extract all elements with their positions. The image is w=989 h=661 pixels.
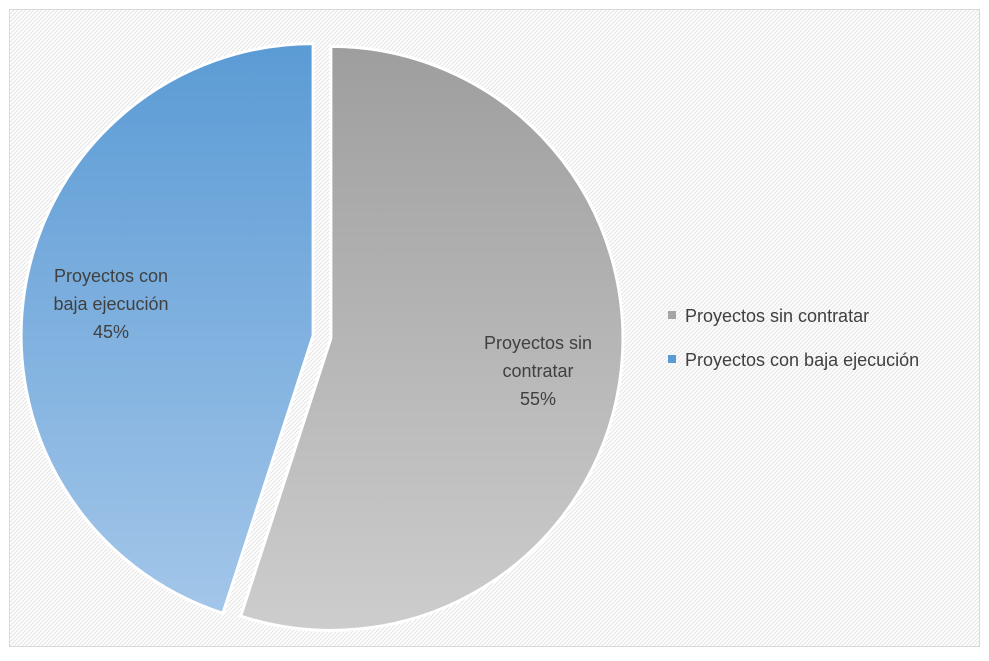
legend-item-0: Proyectos sin contratar xyxy=(668,306,869,326)
slice-label-line: Proyectos sin xyxy=(484,333,592,353)
slice-label-0: Proyectos sin contratar 55% xyxy=(484,333,592,409)
legend-label-1: Proyectos con baja ejecución xyxy=(685,350,919,370)
slice-label-line: contratar xyxy=(502,361,573,381)
slice-label-line: 55% xyxy=(520,389,556,409)
legend: Proyectos sin contratar Proyectos con baj… xyxy=(668,306,919,370)
pie-slices xyxy=(19,42,625,632)
slice-labels: Proyectos sin contratar 55% Proyectos con ba… xyxy=(53,266,592,409)
pie-slice-0 xyxy=(238,44,625,632)
pie-slice-1 xyxy=(19,42,315,616)
legend-item-1: Proyectos con baja ejecución xyxy=(668,350,919,370)
slice-label-1: Proyectos con baja ejecución 45% xyxy=(53,266,168,342)
slice-label-line: 45% xyxy=(93,322,129,342)
slice-label-line: baja ejecución xyxy=(53,294,168,314)
legend-swatch-1 xyxy=(668,355,676,363)
legend-swatch-0 xyxy=(668,311,676,319)
legend-label-0: Proyectos sin contratar xyxy=(685,306,869,326)
slice-label-line: Proyectos con xyxy=(54,266,168,286)
